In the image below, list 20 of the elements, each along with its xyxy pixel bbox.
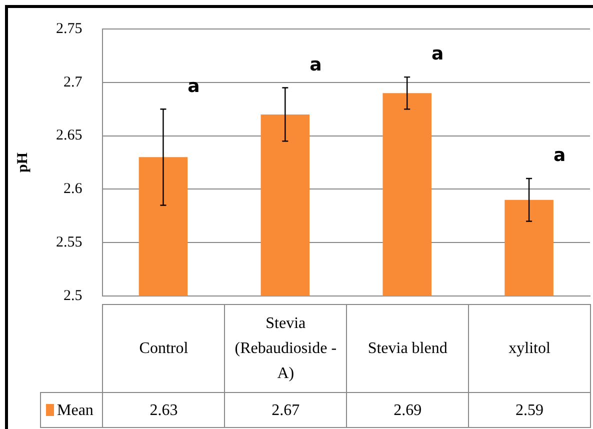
data-label: 2.59 [468, 392, 591, 428]
x-tick-label: Stevia (Rebaudioside - A) [224, 304, 348, 393]
annotation: a [310, 54, 322, 76]
y-tick-label: 2.5 [64, 288, 82, 304]
y-tick-label: 2.55 [56, 234, 82, 251]
y-axis-title: pH [14, 152, 31, 173]
data-label: 2.63 [102, 392, 226, 428]
data-label: 2.69 [346, 392, 470, 428]
annotation: a [432, 44, 444, 65]
legend-label: Mean [40, 392, 104, 428]
y-tick-label: 2.7 [64, 74, 83, 90]
annotation: a [553, 145, 566, 166]
y-tick-label: 2.65 [56, 128, 82, 144]
data-label: 2.67 [224, 392, 348, 428]
annotation: a [188, 76, 200, 97]
y-tick-label: 2.75 [56, 20, 82, 37]
x-tick-label: xylitol [468, 304, 591, 393]
x-tick-label: Control [102, 304, 226, 393]
y-tick-label: 2.6 [64, 181, 83, 198]
x-tick-label: Stevia blend [346, 304, 470, 393]
